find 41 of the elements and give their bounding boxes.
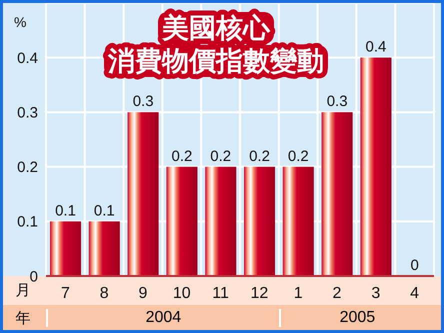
bar [360, 58, 392, 276]
x-tick-label: 9 [138, 285, 148, 302]
x-tick-label: 12 [250, 285, 268, 302]
y-axis-title: % [14, 14, 26, 30]
x-tick-label: 1 [294, 285, 303, 302]
x-tick-label: 8 [100, 285, 109, 302]
text: 2004 [46, 309, 279, 327]
x-tick-label: 3 [371, 285, 380, 302]
data-label: 0 [410, 257, 419, 274]
data-label: 0.2 [210, 148, 232, 165]
text: 年 [14, 309, 32, 328]
data-label: 0.3 [132, 93, 154, 110]
bar [50, 221, 82, 276]
data-label: 0.1 [55, 202, 76, 220]
x-tick-label: 11 [212, 285, 230, 302]
bar [322, 112, 353, 276]
y-tick-label: 0 [30, 268, 38, 286]
bar [282, 166, 314, 276]
y-tick-label: 0.2 [17, 159, 38, 176]
data-label: 0.2 [249, 148, 270, 165]
x-tick-label: 10 [172, 285, 191, 302]
x-tick-label: 4 [410, 285, 420, 302]
y-tick-label: 0.4 [17, 50, 38, 67]
x-axis-title: 月 [14, 282, 32, 300]
data-label: 0.2 [288, 148, 309, 165]
data-label: 0.1 [94, 202, 115, 220]
text: 消費物價指數變動 [107, 46, 324, 77]
text: 2005 [278, 309, 434, 327]
bar [166, 166, 198, 276]
bar [244, 166, 276, 276]
chart-title: 美國核心 [161, 13, 271, 44]
x-tick-label: 2 [332, 285, 342, 302]
data-label: 0.2 [171, 148, 192, 165]
x-tick-label: 7 [60, 285, 70, 302]
data-label: 0.3 [326, 93, 348, 110]
y-tick-label: 0.1 [17, 214, 38, 231]
bar [128, 112, 159, 276]
y-tick-label: 0.3 [17, 104, 38, 122]
data-label: 0.4 [365, 38, 386, 56]
bar [88, 221, 120, 276]
bar [205, 166, 236, 276]
